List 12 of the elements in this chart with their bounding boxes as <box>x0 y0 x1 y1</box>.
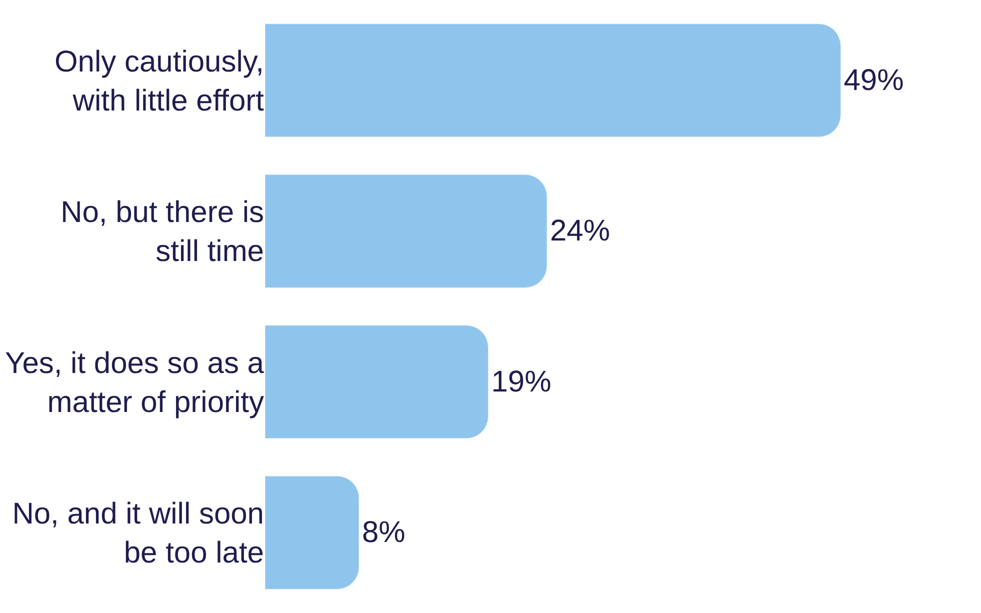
y-tick-label: Yes, it does so as a matter of priority <box>4 346 264 419</box>
data-label: 49% <box>844 64 904 97</box>
data-label: 8% <box>362 516 406 550</box>
bar <box>265 476 360 590</box>
y-tick-label: Only cautiously, with little effort <box>54 45 265 118</box>
data-label: 24% <box>550 214 610 248</box>
bar <box>265 325 488 439</box>
bar <box>265 174 548 288</box>
y-tick-label: No, but there is still time <box>60 196 264 268</box>
bar <box>265 24 841 138</box>
data-label: 19% <box>491 365 552 398</box>
y-tick-label: No, and it will soon be too late <box>12 498 264 570</box>
